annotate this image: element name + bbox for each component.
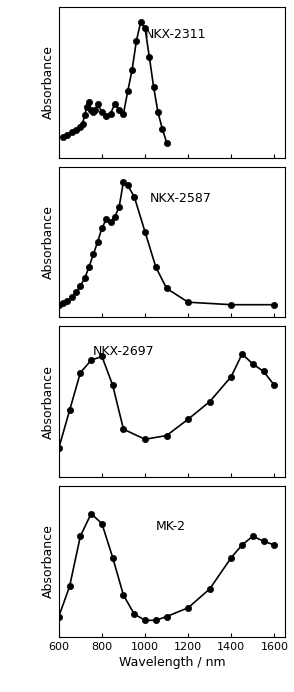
Y-axis label: Absorbance: Absorbance xyxy=(42,525,55,599)
Y-axis label: Absorbance: Absorbance xyxy=(42,45,55,119)
Text: NKX-2587: NKX-2587 xyxy=(149,192,211,205)
Text: NKX-2311: NKX-2311 xyxy=(145,28,207,42)
Text: NKX-2697: NKX-2697 xyxy=(93,345,154,358)
Y-axis label: Absorbance: Absorbance xyxy=(42,205,55,279)
Y-axis label: Absorbance: Absorbance xyxy=(42,365,55,439)
Text: MK-2: MK-2 xyxy=(156,520,186,533)
X-axis label: Wavelength / nm: Wavelength / nm xyxy=(119,655,225,668)
